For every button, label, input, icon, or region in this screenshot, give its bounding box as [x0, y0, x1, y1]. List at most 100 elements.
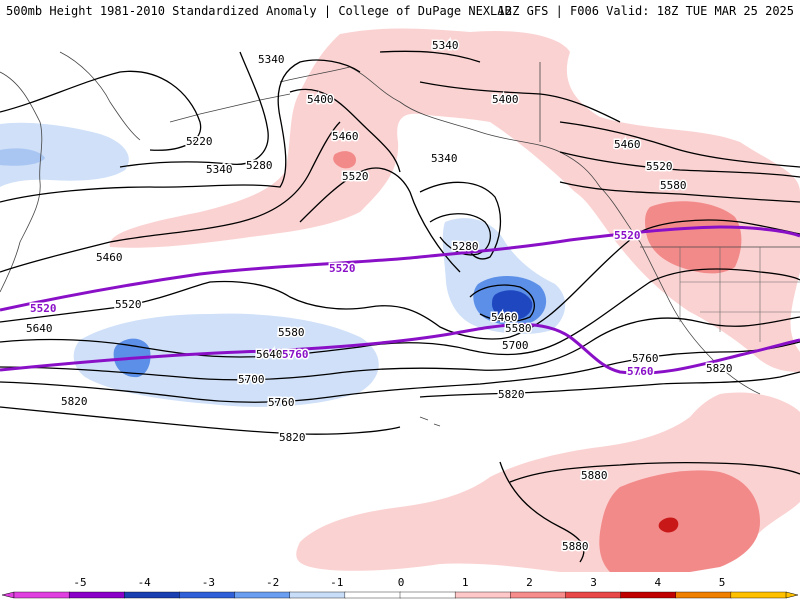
contour-label: 5580 — [278, 326, 305, 339]
legend-arrow-right — [785, 591, 799, 599]
legend-color-swatch — [344, 591, 401, 599]
contour-5520-east — [559, 151, 800, 178]
contour-label: 5520 — [646, 160, 673, 173]
contour-5820-west — [0, 406, 401, 435]
legend-tick-label: -2 — [266, 576, 279, 589]
cool-anomaly-northwest — [0, 122, 129, 187]
header-bar: 500mb Height 1981-2010 Standardized Anom… — [0, 0, 800, 22]
contour-5880 — [509, 461, 800, 483]
contour-5340-north — [379, 50, 481, 63]
contour-5280-trough — [429, 213, 491, 256]
contour-label: 5460 — [96, 251, 123, 264]
legend-color-swatch — [620, 591, 677, 599]
legend-color-swatch — [68, 591, 125, 599]
legend-color-swatch — [234, 591, 291, 599]
legend-tick-labels: -5 -4 -3 -2 -1 0 1 2 3 4 5 — [73, 576, 725, 589]
contour-label: 5460 — [491, 311, 518, 324]
legend-tick-label: -1 — [330, 576, 343, 589]
contour-5460-northwest — [0, 121, 341, 273]
contour-label: 5460 — [614, 138, 641, 151]
highlight-contour-5760 — [0, 323, 800, 375]
negative-anomaly-shading — [0, 122, 566, 407]
contour-label: 5400 — [307, 93, 334, 106]
contour-5880-south — [499, 461, 585, 563]
cool-anomaly-trough-core — [492, 290, 533, 320]
legend-tick-label: -5 — [73, 576, 86, 589]
contour-5520-north — [299, 167, 461, 273]
contour-label: 5340 — [258, 53, 285, 66]
anomaly-map: 5340 5340 5400 5400 5460 5460 5460 5460 … — [0, 22, 800, 572]
contour-label: 5760 — [632, 352, 659, 365]
legend-color-swatch — [179, 591, 236, 599]
contour-label: 5880 — [581, 469, 608, 482]
legend-color-swatch — [124, 591, 181, 599]
contour-5340-west — [0, 59, 361, 203]
contour-5460-east — [559, 121, 800, 168]
legend-tick-label: 3 — [590, 576, 597, 589]
legend-color-swatch — [289, 591, 346, 599]
contour-label: 5280 — [246, 159, 273, 172]
warm-anomaly-central-pacific — [333, 151, 356, 169]
highlight-contour-label: 5760 — [627, 365, 654, 378]
legend-color-swatch — [730, 591, 787, 599]
contour-label: 5820 — [279, 431, 306, 444]
contour-5280-west — [119, 51, 269, 168]
contour-5400-north — [289, 88, 401, 173]
contour-5700 — [0, 316, 800, 381]
kamchatka-coastline — [59, 51, 141, 141]
legend-color-swatch — [454, 591, 511, 599]
legend-color-swatch — [510, 591, 567, 599]
contour-label: 5580 — [505, 322, 532, 335]
contour-5220 — [0, 70, 202, 151]
contour-labels: 5340 5340 5400 5400 5460 5460 5460 5460 … — [25, 38, 735, 555]
bering-islands — [169, 93, 291, 123]
anomaly-color-legend: -5 -4 -3 -2 -1 0 1 2 3 4 5 — [0, 572, 800, 600]
contour-label: 5880 — [562, 540, 589, 553]
positive-anomaly-shading — [109, 28, 800, 572]
contour-label: 5340 — [206, 163, 233, 176]
contour-label: 5640 — [26, 322, 53, 335]
legend-color-bar — [1, 591, 799, 599]
cool-anomaly-northwest-core — [0, 148, 45, 166]
legend-tick-label: 0 — [398, 576, 405, 589]
contour-label: 5820 — [706, 362, 733, 375]
contour-5760 — [0, 341, 800, 403]
legend-tick-label: 5 — [719, 576, 726, 589]
north-america-west-coastline — [599, 186, 761, 395]
legend-tick-label: -3 — [202, 576, 215, 589]
contour-label: 5700 — [502, 339, 529, 352]
highlight-contour-label: 5520 — [329, 262, 356, 275]
warm-anomaly-south — [599, 470, 760, 572]
warm-anomaly-west-us — [645, 201, 742, 274]
legend-color-swatch — [13, 591, 70, 599]
contour-5580-south — [0, 219, 800, 340]
contour-label: 5820 — [61, 395, 88, 408]
contour-label: 5340 — [431, 152, 458, 165]
hawaii-islands — [419, 416, 441, 427]
contour-label: 5700 — [238, 373, 265, 386]
model-valid-time: 12Z GFS | F006 Valid: 18Z TUE MAR 25 202… — [497, 4, 794, 18]
contour-label: 5760 — [268, 396, 295, 409]
contour-5460-trough — [469, 284, 535, 322]
legend-tick-label: 2 — [526, 576, 533, 589]
contour-label: 5280 — [452, 240, 479, 253]
legend-tick-label: -4 — [138, 576, 152, 589]
contour-label: 5820 — [498, 388, 525, 401]
cool-anomaly-west-pacific — [73, 313, 379, 407]
warm-anomaly-south-max — [658, 517, 679, 533]
contour-label: 5520 — [115, 298, 142, 311]
legend-tick-label: 1 — [462, 576, 469, 589]
map-title: 500mb Height 1981-2010 Standardized Anom… — [6, 4, 512, 18]
highlight-contour-label: 5520 — [614, 229, 641, 242]
contour-5640 — [0, 268, 800, 358]
height-contours — [0, 50, 800, 563]
contour-5400-northeast — [419, 81, 621, 123]
contour-5580-east — [559, 181, 800, 203]
highlight-labels: 5520 5520 5520 5760 5760 — [29, 228, 656, 380]
highlight-contour-5520 — [0, 225, 800, 312]
contour-label: 5340 — [432, 39, 459, 52]
us-state-lines — [679, 247, 800, 342]
contour-5820-east — [419, 371, 800, 398]
contour-label: 5640 — [256, 348, 283, 361]
